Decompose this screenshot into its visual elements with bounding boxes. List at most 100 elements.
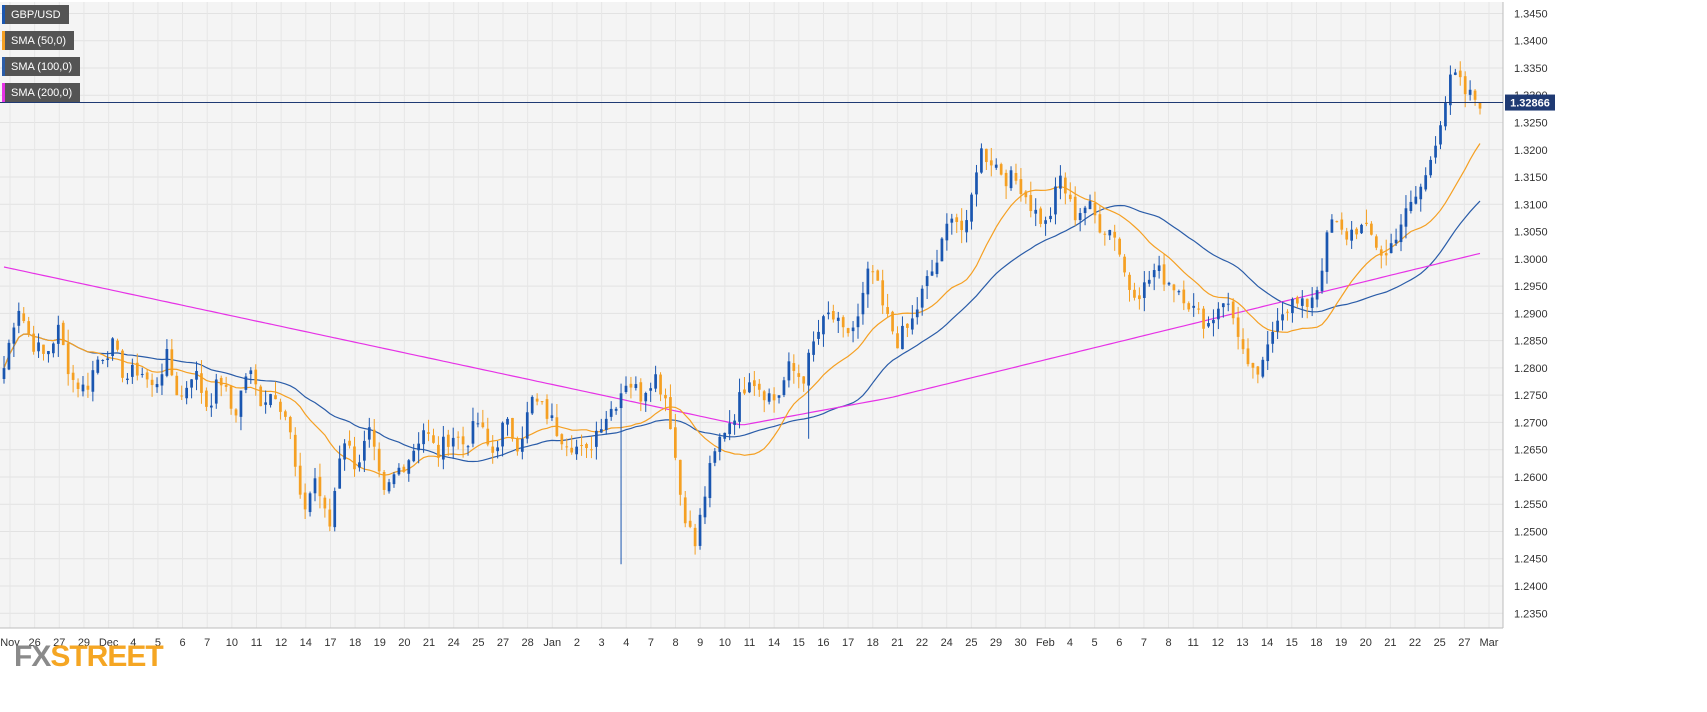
candle-body xyxy=(1202,308,1205,329)
candle-body xyxy=(17,310,21,326)
candle-body xyxy=(555,417,559,436)
candle-body xyxy=(130,364,134,377)
y-tick-label: 1.3100 xyxy=(1514,199,1548,211)
candle-body xyxy=(1212,319,1215,324)
candle-body xyxy=(52,343,55,354)
x-tick-label: 4 xyxy=(1067,637,1073,649)
candle-body xyxy=(1152,270,1156,278)
candle-body xyxy=(599,429,603,433)
candle-body xyxy=(47,351,50,355)
x-tick-label: 6 xyxy=(179,637,185,649)
candle-body xyxy=(274,395,277,400)
candle-body xyxy=(7,342,11,370)
candle-body xyxy=(1266,344,1270,362)
candle-body xyxy=(111,338,114,357)
candle-body xyxy=(609,408,613,417)
candle-body xyxy=(664,394,667,399)
candle-body xyxy=(27,321,31,334)
candle-body xyxy=(190,379,193,388)
candle-body xyxy=(1039,208,1043,224)
x-tick-label: Dec xyxy=(99,637,119,649)
candle-body xyxy=(491,446,495,453)
x-tick-label: 11 xyxy=(744,637,755,649)
candle-body xyxy=(91,370,95,392)
candle-body xyxy=(1370,223,1373,235)
candle-body xyxy=(999,164,1003,175)
x-tick-label: 20 xyxy=(1360,637,1372,649)
x-tick-label: 5 xyxy=(1092,637,1098,649)
candle-body xyxy=(338,458,342,489)
legend-swatch-gbpusd xyxy=(2,5,5,24)
candle-body xyxy=(37,342,40,352)
candle-body xyxy=(1330,219,1334,233)
candle-body xyxy=(777,395,781,398)
y-tick-label: 1.3050 xyxy=(1514,227,1548,239)
legend-item-sma50[interactable]: SMA (50,0) xyxy=(2,31,75,50)
candle-body xyxy=(12,327,16,344)
candle-body xyxy=(22,313,26,322)
candle-body xyxy=(1340,219,1344,230)
candle-body xyxy=(214,379,218,404)
candle-body xyxy=(382,472,386,490)
candle-body xyxy=(1162,264,1166,285)
candle-body xyxy=(906,323,909,328)
legend-swatch-sma100 xyxy=(2,57,5,76)
y-tick-label: 1.2600 xyxy=(1514,472,1548,484)
candle-body xyxy=(116,340,119,350)
y-tick-label: 1.2700 xyxy=(1514,417,1548,429)
y-tick-label: 1.2550 xyxy=(1514,499,1548,511)
x-tick-label: 3 xyxy=(599,637,605,649)
candle-body xyxy=(1078,213,1082,220)
legend-item-gbpusd[interactable]: GBP/USD xyxy=(2,5,69,24)
x-tick-label: 8 xyxy=(1165,637,1171,649)
x-tick-label: 29 xyxy=(990,637,1002,649)
x-tick-label: 7 xyxy=(648,637,654,649)
candle-body xyxy=(1300,298,1304,306)
y-tick-label: 1.2850 xyxy=(1514,336,1548,348)
candle-body xyxy=(121,350,124,378)
candle-body xyxy=(476,423,480,425)
candle-body xyxy=(1419,186,1423,200)
candle-body xyxy=(1059,175,1062,189)
candle-body xyxy=(634,384,638,389)
x-tick-label: 11 xyxy=(251,637,262,649)
candle-body xyxy=(985,148,988,163)
candle-body xyxy=(219,377,223,386)
legend-swatch-sma50 xyxy=(2,31,5,50)
candle-body xyxy=(619,393,623,409)
candle-body xyxy=(955,217,959,223)
legend-item-sma200[interactable]: SMA (200,0) xyxy=(2,83,81,102)
candle-body xyxy=(1167,282,1171,285)
candle-body xyxy=(1315,290,1319,300)
candle-body xyxy=(1182,289,1186,304)
candle-body xyxy=(1424,175,1428,190)
candle-body xyxy=(535,398,539,402)
candle-body xyxy=(1073,196,1077,221)
candle-body xyxy=(980,148,983,173)
candle-body xyxy=(412,450,416,462)
candle-body xyxy=(1256,366,1260,375)
candle-body xyxy=(441,436,445,460)
x-tick-label: 5 xyxy=(155,637,161,649)
candle-body xyxy=(1399,224,1403,243)
candle-body xyxy=(239,390,243,417)
candle-body xyxy=(595,430,598,447)
candle-body xyxy=(1221,303,1225,308)
candle-body xyxy=(254,369,258,385)
candle-body xyxy=(1468,89,1472,95)
candle-body xyxy=(145,372,149,380)
candle-body xyxy=(1226,303,1230,305)
candle-body xyxy=(234,409,238,416)
legend-item-sma100[interactable]: SMA (100,0) xyxy=(2,57,81,76)
candle-body xyxy=(367,427,371,440)
candle-body xyxy=(703,496,707,518)
candle-body xyxy=(1271,332,1275,344)
candle-body xyxy=(150,379,154,386)
candle-body xyxy=(185,387,189,399)
candle-body xyxy=(876,270,880,281)
candle-body xyxy=(1172,284,1176,291)
candle-body xyxy=(782,380,786,396)
candle-body xyxy=(140,373,144,375)
candle-body xyxy=(841,317,845,328)
